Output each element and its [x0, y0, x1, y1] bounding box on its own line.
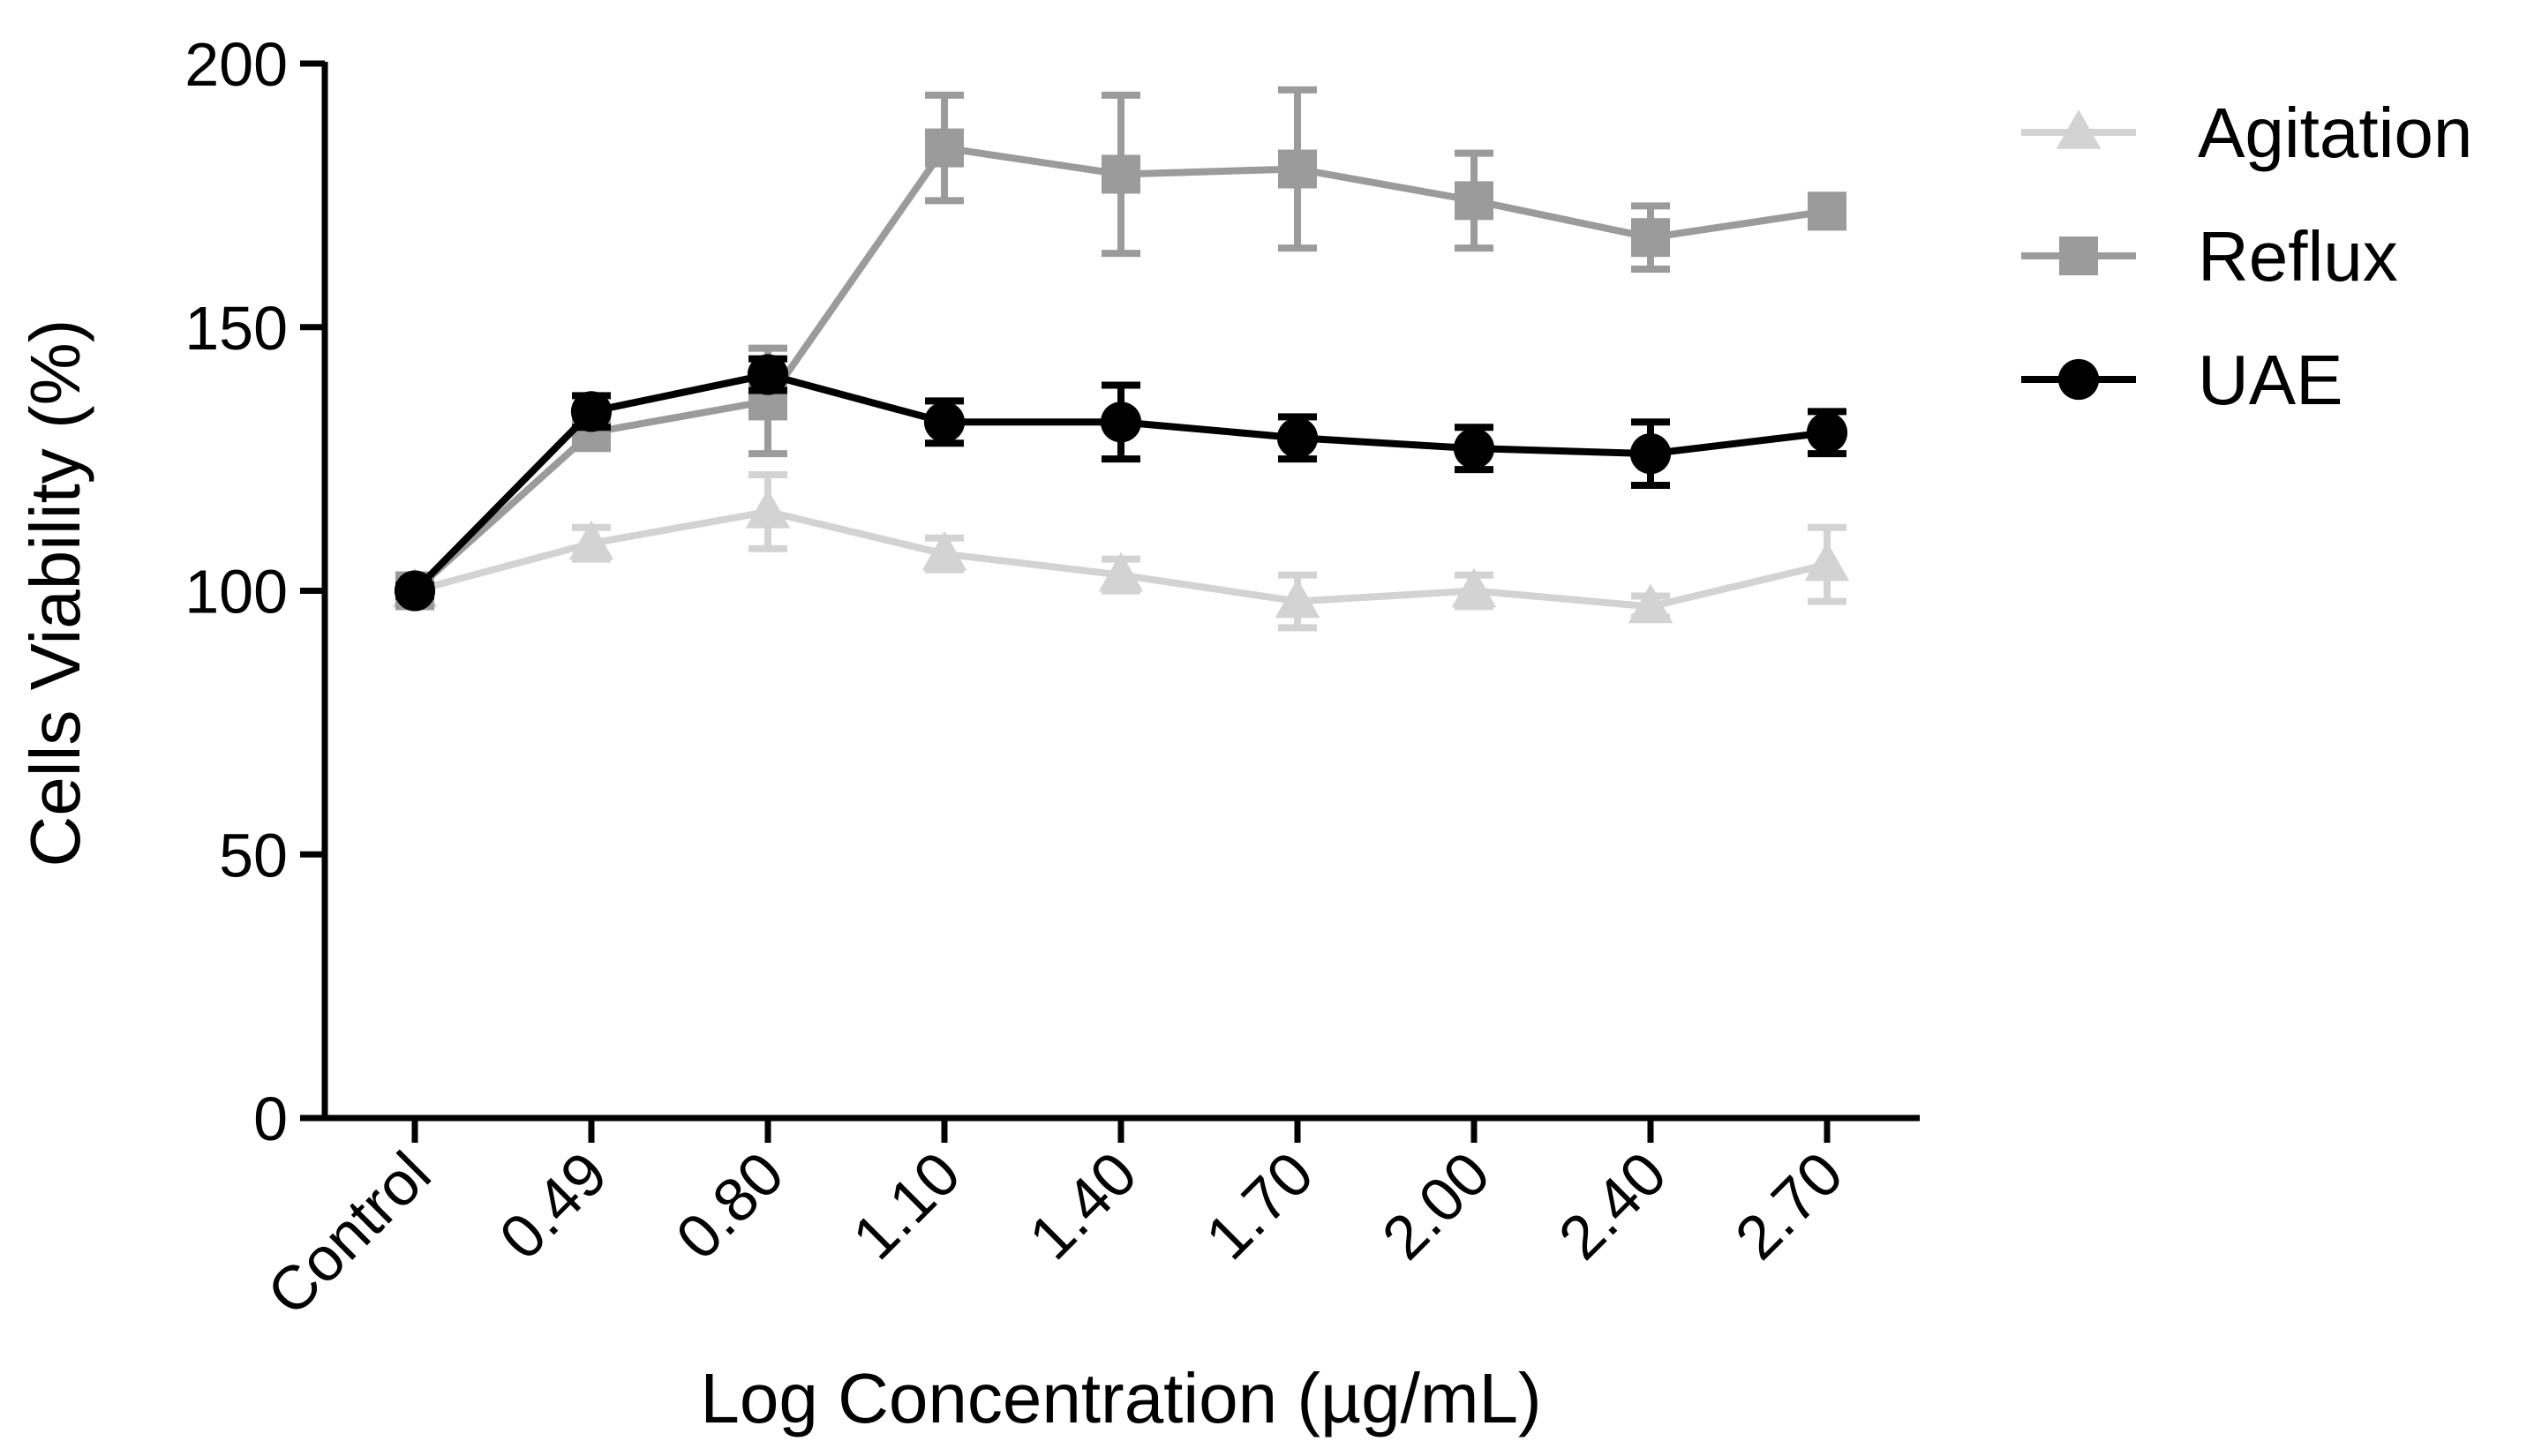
data-point [1806, 412, 1848, 454]
legend-item-agitation: Agitation [2021, 94, 2472, 172]
data-point [1629, 433, 1672, 475]
y-tick-label: 200 [184, 30, 288, 99]
data-point [1631, 218, 1670, 258]
legend-swatch-marker [2056, 109, 2102, 149]
legend-swatch-marker [2057, 358, 2100, 401]
data-point [568, 520, 614, 560]
data-point [923, 402, 966, 443]
data-point [1276, 417, 1319, 459]
legend-label: Agitation [2198, 94, 2472, 172]
x-tick-labels: Control 0.49 0.80 1.10 1.40 1.70 2.00 2.40 2.70 [254, 1138, 1856, 1328]
x-tick-label: 2.40 [1546, 1138, 1679, 1272]
x-tick-label: 1.10 [839, 1138, 973, 1272]
series-reflux [395, 86, 1846, 611]
axes: 0 50 100 150 200 [184, 30, 1920, 1153]
x-tick-label: 1.70 [1192, 1138, 1326, 1272]
y-axis-title: Cells Viability (%) [16, 319, 94, 867]
data-point [1453, 428, 1495, 469]
data-point [925, 128, 964, 168]
data-point [1275, 578, 1320, 619]
data-point [1455, 181, 1493, 221]
data-point [570, 391, 613, 432]
x-tick-label: 2.70 [1722, 1138, 1855, 1272]
legend: Agitation Reflux UAE [2021, 94, 2472, 419]
y-tick-label: 0 [253, 1084, 288, 1153]
x-tick-label: Control [254, 1138, 444, 1328]
x-tick-label: 0.80 [663, 1138, 796, 1272]
data-point [394, 570, 436, 612]
data-point [1451, 567, 1497, 608]
data-point [1098, 552, 1144, 592]
legend-item-uae: UAE [2021, 341, 2343, 419]
data-point [1808, 191, 1846, 231]
x-axis-title: Log Concentration (µg/mL) [700, 1359, 1541, 1437]
y-tick-label: 150 [184, 294, 288, 363]
y-tick-label: 100 [184, 558, 288, 627]
data-point [1804, 541, 1850, 582]
data-point [747, 354, 789, 395]
legend-label: UAE [2198, 341, 2343, 419]
y-tick-label: 50 [219, 821, 288, 889]
series-layer [392, 86, 1850, 632]
legend-label: Reflux [2198, 217, 2398, 296]
series-uae [394, 354, 1848, 612]
x-tick-label: 1.40 [1016, 1138, 1149, 1272]
data-point [1100, 402, 1142, 443]
x-tick-label: 2.00 [1369, 1138, 1502, 1272]
data-point [745, 488, 791, 529]
data-point [1102, 154, 1140, 194]
data-point [921, 530, 967, 571]
series-agitation [392, 471, 1850, 632]
data-point [1628, 583, 1673, 624]
legend-swatch-marker [2059, 236, 2098, 275]
legend-item-reflux: Reflux [2021, 217, 2398, 296]
x-tick-label: 0.49 [486, 1138, 620, 1272]
data-point [1278, 149, 1317, 189]
